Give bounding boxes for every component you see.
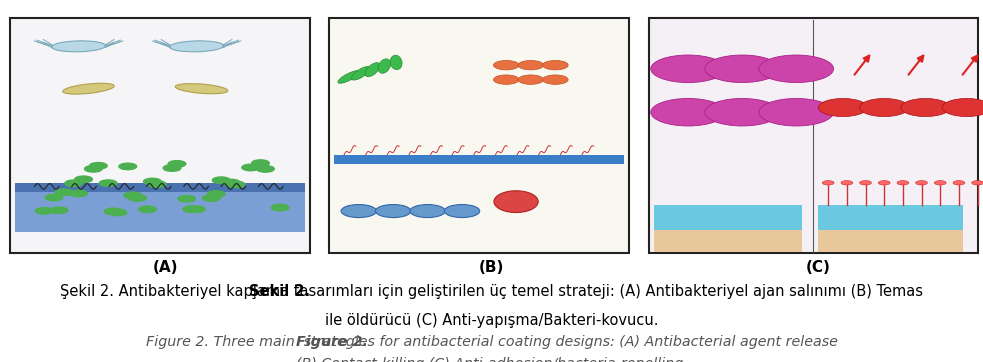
Circle shape <box>144 178 161 185</box>
Circle shape <box>915 181 928 185</box>
Circle shape <box>493 75 519 84</box>
FancyBboxPatch shape <box>818 205 963 230</box>
Ellipse shape <box>175 84 228 94</box>
Circle shape <box>271 204 289 211</box>
Circle shape <box>75 176 92 182</box>
Ellipse shape <box>493 191 539 212</box>
Circle shape <box>822 181 834 185</box>
Text: (B): (B) <box>479 260 504 275</box>
FancyBboxPatch shape <box>10 18 310 253</box>
Circle shape <box>55 189 73 195</box>
Circle shape <box>518 60 544 70</box>
Circle shape <box>376 205 411 218</box>
Circle shape <box>99 180 117 186</box>
FancyBboxPatch shape <box>818 230 963 252</box>
Circle shape <box>104 208 122 215</box>
Circle shape <box>543 75 568 84</box>
Circle shape <box>410 205 445 218</box>
Circle shape <box>188 206 205 212</box>
Circle shape <box>341 205 376 218</box>
Circle shape <box>651 55 725 83</box>
Circle shape <box>252 160 269 167</box>
Circle shape <box>202 195 220 201</box>
Circle shape <box>257 166 274 172</box>
Circle shape <box>178 195 196 202</box>
Circle shape <box>444 205 480 218</box>
FancyBboxPatch shape <box>334 155 624 164</box>
Circle shape <box>705 55 780 83</box>
Circle shape <box>148 181 166 188</box>
Circle shape <box>35 208 53 214</box>
Circle shape <box>859 98 909 117</box>
Circle shape <box>759 55 834 83</box>
Circle shape <box>840 181 853 185</box>
FancyBboxPatch shape <box>15 185 305 232</box>
Circle shape <box>896 181 908 185</box>
Text: Figure 2. Three main  strategies for antibacterial coating designs: (A) Antibact: Figure 2. Three main strategies for anti… <box>145 335 838 349</box>
Circle shape <box>227 181 245 188</box>
Text: (B) Contact-killing (C) Anti-adhesion/bacteria-repelling.: (B) Contact-killing (C) Anti-adhesion/ba… <box>296 357 687 362</box>
Circle shape <box>818 98 868 117</box>
Circle shape <box>705 98 780 126</box>
Ellipse shape <box>378 59 390 73</box>
Circle shape <box>971 181 983 185</box>
Ellipse shape <box>352 67 370 80</box>
Circle shape <box>954 181 965 185</box>
Circle shape <box>942 98 983 117</box>
Circle shape <box>168 161 186 167</box>
Circle shape <box>129 195 146 201</box>
Circle shape <box>163 165 181 171</box>
Text: (C): (C) <box>805 260 831 275</box>
Circle shape <box>518 75 544 84</box>
FancyBboxPatch shape <box>654 205 802 230</box>
Circle shape <box>119 163 137 170</box>
Circle shape <box>879 181 891 185</box>
Circle shape <box>45 194 63 201</box>
Text: Şekil 2.: Şekil 2. <box>249 284 311 299</box>
Circle shape <box>543 60 568 70</box>
Circle shape <box>139 206 156 212</box>
Circle shape <box>124 192 142 199</box>
Text: Figure 2.: Figure 2. <box>296 335 369 349</box>
Ellipse shape <box>365 63 380 77</box>
Circle shape <box>65 180 83 186</box>
FancyBboxPatch shape <box>654 230 802 252</box>
Circle shape <box>183 206 201 212</box>
Circle shape <box>85 165 102 172</box>
Ellipse shape <box>52 41 105 52</box>
Circle shape <box>651 98 725 126</box>
Circle shape <box>109 209 127 216</box>
FancyBboxPatch shape <box>15 183 305 192</box>
Circle shape <box>207 191 225 197</box>
Circle shape <box>759 98 834 126</box>
Ellipse shape <box>63 83 114 94</box>
Circle shape <box>50 207 68 214</box>
Text: (A): (A) <box>152 260 178 275</box>
Text: ile öldürücü (C) Anti-yapışma/Bakteri-kovucu.: ile öldürücü (C) Anti-yapışma/Bakteri-ko… <box>324 313 659 328</box>
Circle shape <box>900 98 950 117</box>
FancyBboxPatch shape <box>649 18 978 253</box>
Circle shape <box>70 190 87 197</box>
Circle shape <box>89 163 107 169</box>
Ellipse shape <box>170 41 223 52</box>
Circle shape <box>493 60 519 70</box>
Circle shape <box>222 179 240 186</box>
Ellipse shape <box>338 71 360 83</box>
Circle shape <box>859 181 872 185</box>
Ellipse shape <box>390 55 402 70</box>
Circle shape <box>934 181 946 185</box>
Circle shape <box>242 164 260 171</box>
Circle shape <box>212 177 230 184</box>
Text: Şekil 2. Antibakteriyel kaplama tasarımları için geliştirilen üç temel strateji:: Şekil 2. Antibakteriyel kaplama tasarıml… <box>60 284 923 299</box>
FancyBboxPatch shape <box>329 18 629 253</box>
